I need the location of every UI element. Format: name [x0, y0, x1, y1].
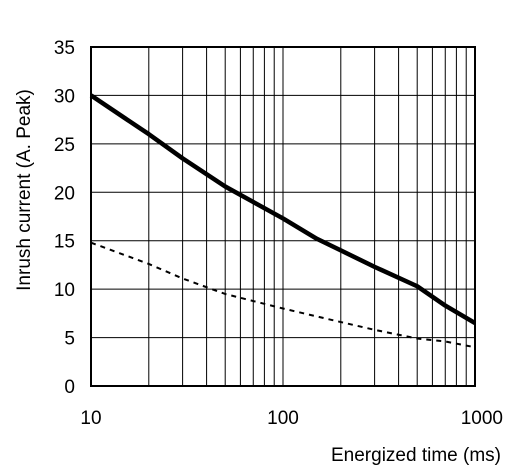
y-axis-title: Inrush current (A. Peak) [14, 89, 35, 291]
series-line-2 [90, 241, 476, 349]
y-tick-labels: 0 5 10 15 20 25 30 35 [54, 38, 75, 398]
grid-layer [91, 47, 475, 386]
plot-frame [90, 46, 476, 387]
x-tick-label: 100 [267, 408, 299, 429]
y-tick-label: 5 [64, 329, 75, 350]
y-tick-label: 25 [54, 135, 75, 156]
y-tick-label: 0 [64, 377, 75, 398]
x-axis-title: Energized time (ms) [331, 445, 501, 466]
y-tick-label: 30 [54, 86, 75, 107]
series-line-1 [89, 93, 477, 325]
x-tick-labels: 10 100 1000 [80, 408, 503, 429]
x-tick-label: 10 [80, 408, 101, 429]
series-layer [89, 93, 477, 349]
x-tick-label: 1000 [461, 408, 503, 429]
y-tick-label: 10 [54, 280, 75, 301]
y-tick-label: 20 [54, 183, 75, 204]
y-tick-label: 15 [54, 232, 75, 253]
y-tick-label: 35 [54, 38, 75, 59]
